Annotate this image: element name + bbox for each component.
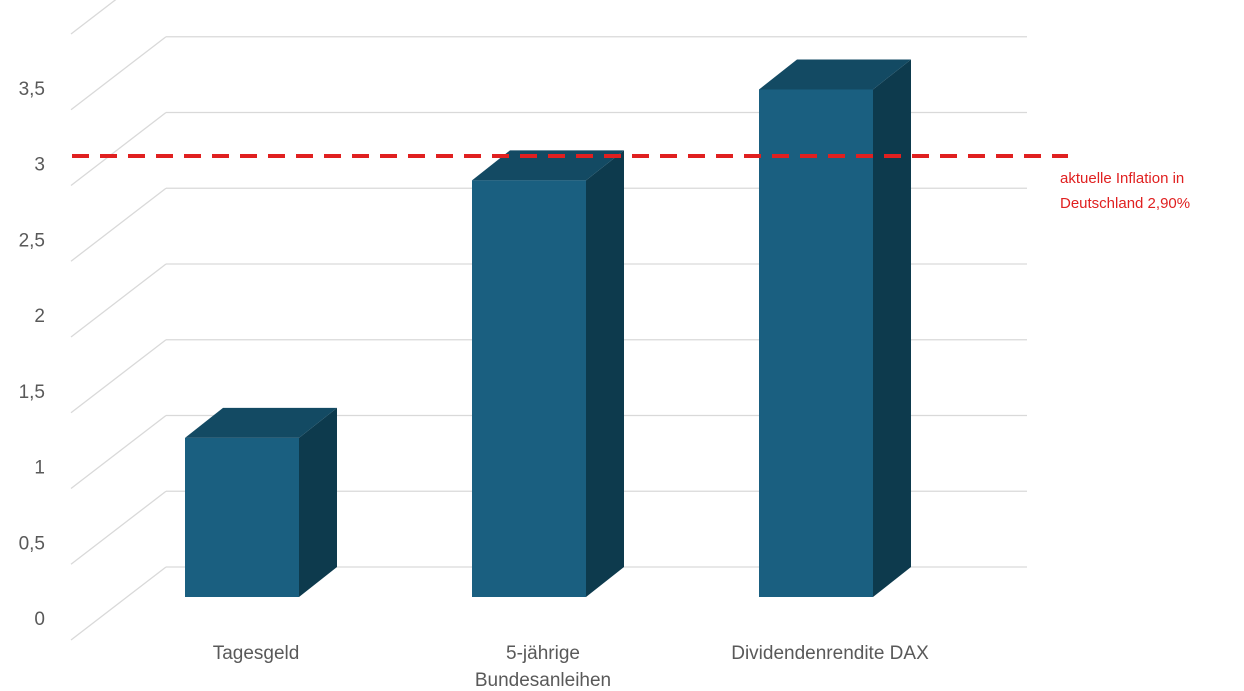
x-tick-label: Dividendenrendite DAX <box>731 643 929 664</box>
bar-1 <box>472 180 586 597</box>
gridline-depth-0 <box>70 566 167 641</box>
y-tick-label: 2,5 <box>19 230 45 251</box>
gridline-depth-3 <box>70 339 167 414</box>
y-tick-label: 1 <box>34 458 45 479</box>
bar-0 <box>185 437 299 597</box>
gridline-depth-4 <box>70 263 167 338</box>
bar-top-0 <box>185 407 337 438</box>
x-tick-label: Bundesanleihen <box>475 670 611 691</box>
inflation-label: aktuelle Inflation in <box>1060 170 1184 187</box>
bar-top-2 <box>759 59 911 90</box>
y-tick-label: 3 <box>34 155 45 176</box>
y-tick-label: 0 <box>34 609 45 630</box>
y-tick-label: 3,5 <box>19 79 45 100</box>
bar-side-0 <box>299 407 337 597</box>
bar-2 <box>759 89 873 597</box>
inflation-label: Deutschland 2,90% <box>1060 195 1190 212</box>
bar-side-2 <box>873 59 911 598</box>
x-tick-label: 5-jährige <box>506 643 580 664</box>
y-tick-label: 0,5 <box>19 533 45 554</box>
gridline-depth-top <box>70 0 117 35</box>
gridline-depth-1 <box>70 490 167 565</box>
x-tick-label: Tagesgeld <box>213 643 300 664</box>
gridline-depth-2 <box>70 414 167 490</box>
bar-side-1 <box>586 150 624 597</box>
gridline-depth-6 <box>70 111 167 187</box>
gridline-depth-7 <box>70 36 167 111</box>
gridline-depth-5 <box>70 187 167 262</box>
y-tick-label: 1,5 <box>19 382 45 403</box>
y-tick-label: 2 <box>34 306 45 327</box>
